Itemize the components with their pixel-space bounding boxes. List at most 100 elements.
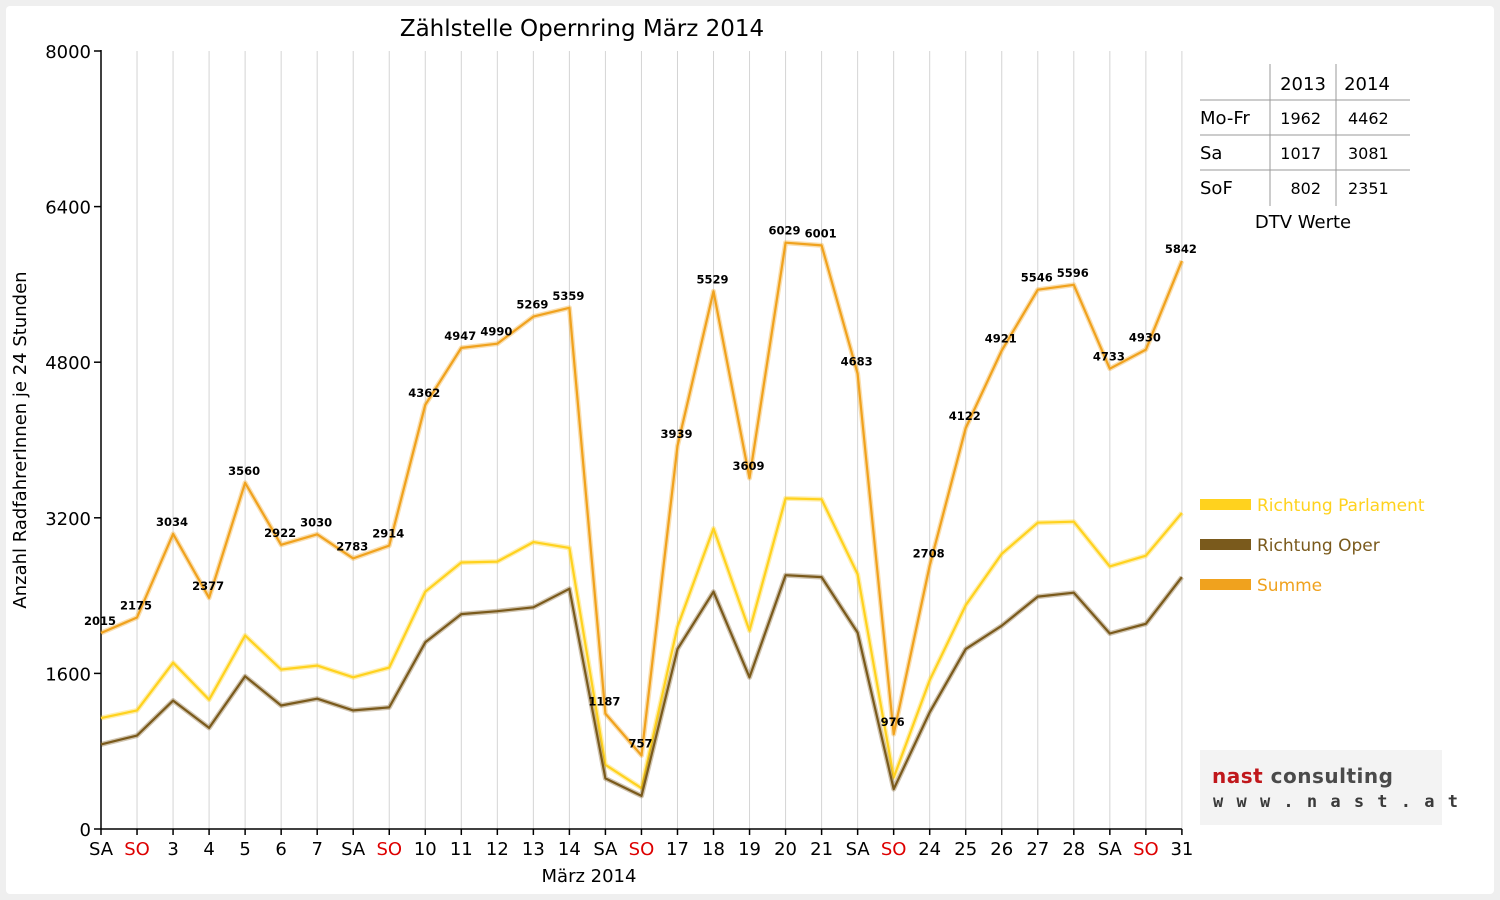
data-label: 3034 (156, 515, 188, 529)
x-tick-label: 13 (522, 839, 545, 860)
x-tick-label: 4 (203, 839, 214, 860)
x-tick-label: 14 (558, 839, 581, 860)
data-label: 5359 (552, 289, 584, 303)
table-header-2014: 2014 (1344, 74, 1390, 95)
dtv-table: 2013 2014 Mo-Fr 1962 4462 Sa 1017 3081 SoF 802 235… (1200, 64, 1410, 233)
data-label: 2015 (84, 614, 116, 628)
nast-consulting-logo: nast consulting w w w . n a s t . a t (1200, 750, 1458, 825)
data-label: 6029 (769, 224, 801, 238)
table-cell-2014: 2351 (1348, 179, 1389, 198)
y-tick-labels: 0 1600 3200 4800 6400 8000 (45, 42, 101, 841)
data-label: 3609 (733, 459, 765, 473)
table-cell-2014: 4462 (1348, 109, 1389, 128)
x-tick-label: 27 (1026, 839, 1049, 860)
x-tick-label: SA (1098, 839, 1123, 860)
table-row-label: Mo-Fr (1200, 108, 1250, 129)
x-tick-label: 20 (774, 839, 797, 860)
y-axis-label: Anzahl RadfahrerInnen je 24 Stunden (10, 271, 31, 608)
data-label: 4683 (841, 355, 873, 369)
data-label: 5546 (1021, 271, 1053, 285)
x-tick-label: SA (593, 839, 618, 860)
x-tick-label: 24 (918, 839, 941, 860)
data-label: 3939 (660, 427, 692, 441)
data-label: 2783 (336, 539, 368, 553)
data-label: 5596 (1057, 266, 1089, 280)
data-label: 5529 (697, 272, 729, 286)
x-tick-label: SO (629, 839, 655, 860)
y-tick-label: 0 (80, 820, 91, 841)
legend-swatch (1200, 539, 1251, 550)
x-tick-labels: SA SO 3 4 5 6 7 SA SO 10 11 12 13 14 SA SO 17 18 19 20 21 SA S… (89, 829, 1193, 860)
x-tick-label: 18 (702, 839, 725, 860)
series-line-richtung-parlament (100, 497, 1183, 790)
x-tick-label: 5 (239, 839, 250, 860)
x-tick-label: 31 (1170, 839, 1193, 860)
data-label: 3030 (300, 515, 332, 529)
table-row-label: SoF (1200, 178, 1233, 199)
data-label: 5269 (516, 298, 548, 312)
x-tick-label: SA (89, 839, 114, 860)
x-axis-label: März 2014 (542, 866, 637, 887)
table-cell-2013: 1017 (1280, 144, 1321, 163)
data-labels: 2015 2175 3034 2377 3560 2922 3030 2783 2914 4362… (84, 224, 1197, 751)
logo-name-consulting: consulting (1263, 764, 1394, 788)
x-tick-label: 11 (450, 839, 473, 860)
x-tick-label: SO (376, 839, 402, 860)
data-label: 2377 (192, 579, 224, 593)
legend-swatch (1200, 499, 1251, 510)
series-line-richtung-oper (100, 574, 1183, 798)
data-label: 2922 (264, 526, 296, 540)
data-label: 4362 (408, 386, 440, 400)
x-tick-label: 3 (167, 839, 178, 860)
x-tick-label: 10 (414, 839, 437, 860)
x-tick-label: 12 (486, 839, 509, 860)
data-label: 5842 (1165, 242, 1197, 256)
legend-label: Richtung Parlament (1257, 496, 1425, 516)
legend-swatch (1200, 579, 1251, 590)
x-tick-label: SO (1133, 839, 1159, 860)
data-label: 3560 (228, 464, 260, 478)
table-caption: DTV Werte (1255, 212, 1351, 233)
data-label: 4930 (1129, 331, 1161, 345)
legend-label: Summe (1257, 576, 1322, 596)
x-tick-label: 17 (666, 839, 689, 860)
logo-name: nast consulting (1212, 764, 1393, 788)
table-cell-2013: 1962 (1280, 109, 1321, 128)
data-label: 4921 (985, 331, 1017, 345)
data-label: 976 (881, 715, 905, 729)
legend: Richtung Parlament Richtung Oper Summe (1200, 496, 1425, 596)
series-lines (100, 240, 1185, 799)
data-label: 4733 (1093, 350, 1125, 364)
legend-label: Richtung Oper (1257, 536, 1380, 556)
y-tick-label: 1600 (45, 664, 91, 685)
data-label: 4122 (949, 409, 981, 423)
x-tick-label: SO (124, 839, 150, 860)
x-tick-label: SA (341, 839, 366, 860)
y-tick-label: 4800 (45, 353, 91, 374)
data-label: 2175 (120, 598, 152, 612)
x-tick-label: 6 (275, 839, 286, 860)
logo-url: w w w . n a s t . a t (1213, 792, 1460, 812)
data-label: 2914 (372, 527, 404, 541)
x-tick-label: 21 (810, 839, 833, 860)
grid-lines (100, 51, 1183, 829)
x-tick-label: SA (846, 839, 871, 860)
chart-title: Zählstelle Opernring März 2014 (400, 16, 764, 42)
table-row-label: Sa (1200, 143, 1222, 164)
table-cell-2013: 802 (1290, 179, 1321, 198)
x-tick-label: 7 (311, 839, 322, 860)
y-tick-label: 8000 (45, 42, 91, 63)
data-label: 4990 (480, 325, 512, 339)
data-label: 6001 (805, 226, 837, 240)
x-tick-label: 26 (990, 839, 1013, 860)
data-label: 2708 (913, 547, 945, 561)
data-label: 1187 (588, 695, 620, 709)
data-label: 757 (628, 736, 652, 750)
x-tick-label: 19 (738, 839, 761, 860)
y-tick-label: 6400 (45, 198, 91, 219)
table-cell-2014: 3081 (1348, 144, 1389, 163)
y-tick-label: 3200 (45, 509, 91, 530)
table-header-2013: 2013 (1280, 74, 1326, 95)
